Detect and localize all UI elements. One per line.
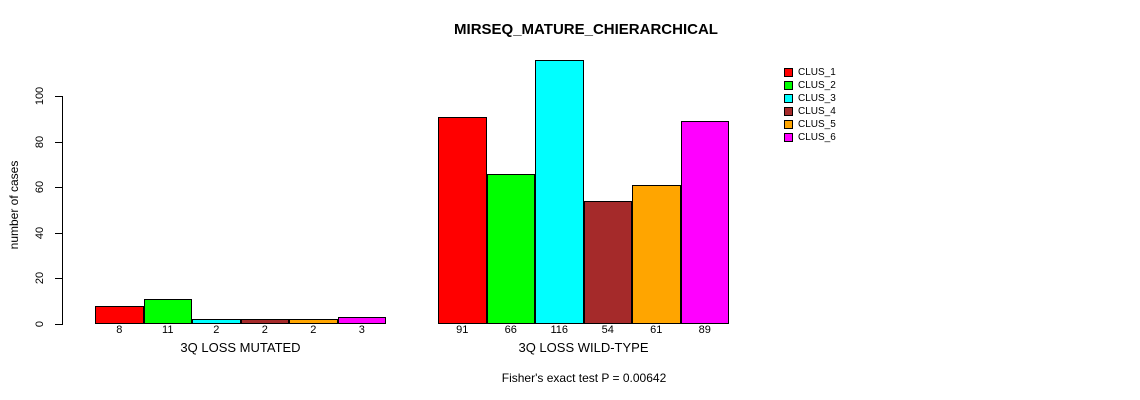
bar-clus_4-group2 [583, 200, 632, 324]
bar-value-label: 116 [550, 324, 569, 336]
y-axis-tick [55, 96, 62, 97]
legend-label: CLUS_6 [798, 132, 836, 143]
bar-value-label: 61 [650, 324, 663, 336]
legend-swatch-clus_2 [784, 81, 793, 90]
x-axis-group-label: 3Q LOSS MUTATED [180, 340, 301, 355]
y-axis-tick-label: 40 [34, 226, 46, 239]
y-axis-tick-label: 20 [34, 272, 46, 285]
bar-clus_6-group2 [680, 121, 729, 324]
y-axis-tick [55, 141, 62, 143]
legend-swatch-clus_1 [784, 68, 793, 77]
bar-clus_1-group1 [95, 305, 144, 324]
legend-label: CLUS_4 [798, 106, 836, 117]
bar-clus_3-group1 [192, 319, 241, 324]
y-axis-tick-label: 80 [34, 135, 46, 148]
y-axis-label: number of cases [7, 160, 21, 250]
legend-label: CLUS_1 [798, 67, 836, 78]
bar-value-label: 11 [162, 324, 174, 336]
bar-clus_2-group2 [486, 173, 535, 324]
bar-value-label: 91 [456, 324, 469, 336]
legend-swatch-clus_6 [784, 133, 793, 142]
bar-clus_2-group1 [143, 298, 192, 324]
legend-label: CLUS_5 [798, 119, 836, 130]
legend-item-clus_6: CLUS_6 [784, 131, 836, 144]
y-axis-tick [55, 278, 62, 280]
legend-swatch-clus_4 [784, 107, 793, 116]
y-axis-tick-label: 0 [34, 320, 46, 328]
bar-clus_5-group1 [289, 319, 338, 324]
legend: CLUS_1 CLUS_2 CLUS_3 CLUS_4 CLUS_5 CLUS_6 [784, 66, 836, 144]
legend-item-clus_3: CLUS_3 [784, 92, 836, 105]
legend-label: CLUS_2 [798, 80, 836, 91]
bar-clus_5-group2 [632, 184, 681, 324]
bar-clus_6-group1 [337, 317, 386, 324]
bar-value-label: 66 [504, 324, 517, 336]
legend-swatch-clus_3 [784, 94, 793, 103]
bar-value-label: 2 [261, 324, 268, 336]
bar-value-label: 54 [601, 324, 614, 336]
x-axis-group-label: 3Q LOSS WILD-TYPE [518, 340, 649, 355]
legend-item-clus_4: CLUS_4 [784, 105, 836, 118]
bar-value-label: 8 [116, 324, 123, 336]
legend-label: CLUS_3 [798, 93, 836, 104]
bar-clus_1-group2 [438, 116, 487, 324]
y-axis-tick [55, 324, 62, 325]
legend-item-clus_2: CLUS_2 [784, 79, 836, 92]
legend-item-clus_5: CLUS_5 [784, 118, 836, 131]
bar-value-label: 89 [698, 324, 711, 336]
bar-clus_3-group2 [535, 59, 584, 324]
y-axis-tick-label: 60 [34, 181, 46, 194]
y-axis-tick [55, 232, 62, 234]
legend-swatch-clus_5 [784, 120, 793, 129]
y-axis-line [62, 96, 63, 325]
y-axis-tick [55, 187, 62, 189]
y-axis-tick-label: 100 [34, 86, 46, 106]
bar-clus_4-group1 [240, 319, 289, 324]
chart-title: MIRSEQ_MATURE_CHIERARCHICAL [454, 21, 718, 38]
bar-value-label: 3 [358, 324, 365, 336]
bar-value-label: 2 [213, 324, 220, 336]
bar-value-label: 2 [310, 324, 317, 336]
legend-item-clus_1: CLUS_1 [784, 66, 836, 79]
fisher-test-annotation: Fisher's exact test P = 0.00642 [501, 371, 667, 385]
